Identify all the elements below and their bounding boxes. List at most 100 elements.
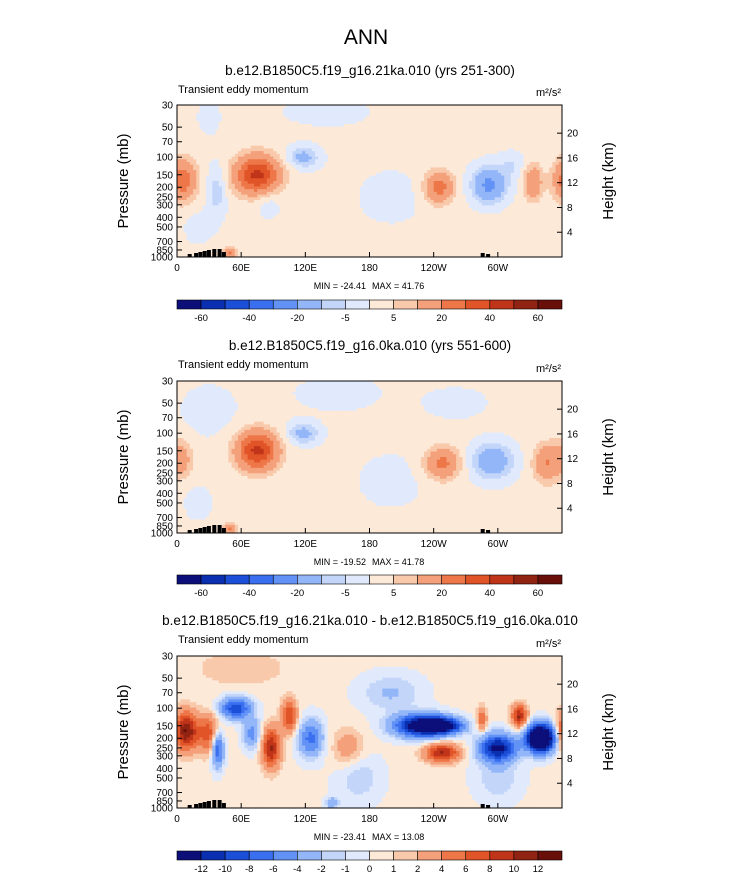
field-cell xyxy=(433,153,438,158)
field-cell xyxy=(491,191,496,196)
field-cell xyxy=(270,181,274,185)
field-cell xyxy=(215,216,220,220)
field-cell xyxy=(257,132,262,136)
field-cell xyxy=(292,129,297,133)
field-cell xyxy=(510,129,515,133)
field-cell xyxy=(417,113,422,117)
field-cell xyxy=(180,178,185,182)
field-cell xyxy=(231,200,236,204)
field-cell xyxy=(552,137,557,141)
field-cell xyxy=(244,121,249,125)
field-cell xyxy=(443,167,448,171)
field-cell xyxy=(305,186,310,190)
field-cell xyxy=(215,143,220,147)
field-cell xyxy=(308,132,313,136)
field-cell xyxy=(513,110,518,114)
field-cell xyxy=(276,194,281,198)
field-cell xyxy=(273,143,278,147)
field-cell xyxy=(475,170,480,174)
field-cell xyxy=(183,170,188,174)
field-cell xyxy=(343,172,348,177)
field-cell xyxy=(433,151,438,155)
field-cell xyxy=(491,181,496,185)
field-cell xyxy=(440,210,444,215)
field-cell xyxy=(523,121,528,125)
field-cell xyxy=(526,118,531,122)
field-cell xyxy=(475,191,480,196)
field-cell xyxy=(417,145,422,150)
field-cell xyxy=(424,205,428,209)
field-cell xyxy=(270,110,274,114)
field-cell xyxy=(350,172,355,177)
field-cell xyxy=(539,167,544,171)
field-cell xyxy=(289,140,294,144)
field-cell xyxy=(536,145,541,150)
field-cell xyxy=(305,129,310,133)
field-cell xyxy=(517,181,521,185)
field-cell xyxy=(311,170,316,174)
field-cell xyxy=(289,121,294,125)
field-cell xyxy=(558,213,562,217)
field-cell xyxy=(545,181,550,185)
field-cell xyxy=(215,110,220,114)
field-cell xyxy=(452,194,457,198)
field-cell xyxy=(417,167,422,171)
field-cell xyxy=(340,153,345,158)
field-cell xyxy=(231,164,236,169)
field-cell xyxy=(199,140,204,144)
field-cell xyxy=(494,153,499,158)
field-cell xyxy=(221,121,226,125)
field-cell xyxy=(542,115,547,120)
field-cell xyxy=(254,208,258,212)
field-cell xyxy=(411,183,416,188)
field-cell xyxy=(414,159,419,163)
field-cell xyxy=(513,129,518,133)
field-cell xyxy=(337,148,342,152)
field-cell xyxy=(228,178,233,182)
field-cell xyxy=(545,115,550,120)
field-cell xyxy=(379,197,383,201)
field-cell xyxy=(433,191,438,196)
field-cell xyxy=(379,172,383,177)
field-cell xyxy=(347,110,351,114)
field-cell xyxy=(218,148,223,152)
field-cell xyxy=(177,137,181,141)
field-cell xyxy=(215,115,220,120)
field-cell xyxy=(468,129,473,133)
field-cell xyxy=(193,178,197,182)
field-cell xyxy=(449,129,454,133)
field-cell xyxy=(295,183,300,188)
field-cell xyxy=(465,159,470,163)
field-cell xyxy=(202,200,207,204)
field-cell xyxy=(549,213,553,217)
field-cell xyxy=(510,200,515,204)
field-cell xyxy=(488,115,493,120)
field-cell xyxy=(311,153,316,158)
field-cell xyxy=(334,162,339,166)
field-cell xyxy=(279,113,284,117)
field-cell xyxy=(189,208,194,212)
field-cell xyxy=(433,132,438,136)
field-cell xyxy=(395,121,399,125)
field-cell xyxy=(536,156,541,160)
field-cell xyxy=(404,205,409,209)
field-cell xyxy=(225,181,229,185)
field-cell xyxy=(298,191,303,196)
field-cell xyxy=(494,156,499,160)
field-cell xyxy=(513,143,518,147)
field-cell xyxy=(440,105,444,109)
field-cell xyxy=(404,194,409,198)
field-cell xyxy=(247,107,252,112)
field-cell xyxy=(391,105,396,109)
field-cell xyxy=(501,162,505,166)
field-cell xyxy=(305,105,310,109)
field-cell xyxy=(231,186,236,190)
field-cell xyxy=(363,107,367,112)
field-cell xyxy=(523,118,528,122)
field-cell xyxy=(382,216,387,220)
field-cell xyxy=(347,137,351,141)
field-cell xyxy=(180,189,185,193)
field-cell xyxy=(430,189,435,193)
field-cell xyxy=(244,140,249,144)
field-cell xyxy=(427,126,432,131)
